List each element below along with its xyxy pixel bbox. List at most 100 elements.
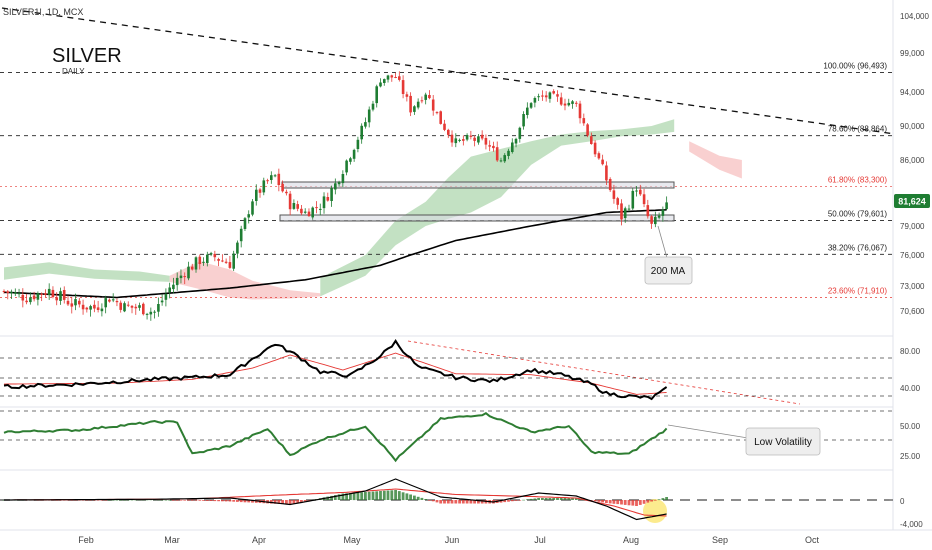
vol-axis[interactable]: 50.00 25.00: [900, 422, 921, 461]
macd-hist-bar: [571, 498, 574, 500]
macd-hist-bar: [367, 491, 371, 501]
candle-body: [292, 203, 296, 209]
candle-body: [559, 97, 563, 105]
macd-hist-bar: [556, 498, 559, 500]
candle-body: [243, 218, 247, 229]
candle-body: [635, 190, 638, 192]
macd-hist-bar: [89, 500, 92, 501]
candle-body: [593, 142, 597, 155]
macd-hist-bar: [510, 500, 514, 502]
macd-hist-bar: [224, 500, 228, 502]
macd-hist-bar: [364, 492, 367, 500]
fib-label: 78.60% (88,864): [828, 125, 887, 134]
macd-hist-bar: [292, 500, 296, 504]
macd-hist-bar: [589, 500, 593, 501]
candle-body: [296, 204, 299, 209]
macd-hist-bar: [450, 500, 454, 504]
candle-body: [251, 201, 254, 215]
candle-body: [330, 188, 333, 201]
macd-hist-bar: [469, 500, 473, 504]
candle-body: [465, 135, 469, 140]
macd-hist-bar: [213, 500, 217, 502]
macd-hist-bar: [360, 492, 364, 501]
macd-hist-bar: [397, 491, 401, 500]
candle-body: [168, 287, 171, 293]
candle-body: [601, 159, 604, 165]
symbol-line: SILVER1!, 1D, MCX: [3, 7, 83, 17]
price-tick-label: 79,000: [900, 222, 925, 231]
candle-body: [375, 86, 378, 104]
candle-body: [605, 165, 608, 181]
candle-body: [36, 293, 40, 300]
macd-hist-bar: [221, 500, 224, 502]
candle-body: [620, 203, 623, 220]
candle-body: [642, 194, 646, 205]
candle-body: [44, 293, 47, 295]
macd-axis[interactable]: 0 -4,000: [900, 497, 923, 529]
candle-body: [10, 292, 13, 294]
time-axis[interactable]: Feb Mar Apr May Jun Jul Aug Sep Oct: [78, 535, 819, 545]
rsi-tick-80: 80.00: [900, 347, 921, 356]
candle-body: [586, 124, 589, 136]
candle-body: [115, 301, 119, 303]
price-tick-label: 86,000: [900, 156, 925, 165]
fib-levels: 100.00% (96,493) 78.60% (88,864) 61.80% (8…: [0, 62, 893, 298]
macd-tick-0: 0: [900, 497, 905, 506]
rsi-axis[interactable]: 80.00 40.00: [900, 347, 921, 393]
time-label-jun: Jun: [445, 535, 460, 545]
candle-body: [495, 147, 499, 161]
macd-hist-bar: [168, 500, 172, 501]
macd-hist-bar: [616, 500, 620, 505]
ma-callout-box: [644, 256, 693, 285]
macd-hist-bar: [172, 500, 175, 501]
candle-body: [303, 211, 307, 213]
price-axis[interactable]: 104,00099,00094,00090,00086,00082,00079,…: [900, 12, 929, 316]
candle-body: [639, 189, 642, 195]
candle-body: [345, 160, 348, 173]
candle-body: [443, 123, 446, 130]
macd-hist-bar: [480, 500, 484, 504]
macd-hist-bar: [341, 493, 345, 500]
candle-body: [255, 189, 258, 201]
candle-body: [319, 208, 322, 210]
candle-body: [198, 256, 202, 264]
macd-hist-bar: [126, 499, 130, 501]
candle-body: [311, 207, 314, 218]
macd-hist-bar: [108, 500, 111, 501]
candle-body: [608, 179, 612, 191]
candle-body: [149, 311, 153, 315]
macd-hist-bar: [653, 500, 657, 501]
macd-hist-bar: [405, 493, 409, 500]
macd-hist-bar: [522, 499, 525, 501]
macd-hist-bar: [646, 500, 650, 503]
candle-body: [66, 300, 70, 305]
candle-body: [153, 311, 156, 313]
macd-hist-bar: [541, 498, 544, 500]
fib-label: 100.00% (96,493): [823, 62, 887, 71]
macd-hist-bar: [477, 500, 480, 504]
candle-body: [202, 261, 205, 263]
time-label-aug: Aug: [623, 535, 639, 545]
time-label-oct: Oct: [805, 535, 820, 545]
macd-hist-bar: [138, 499, 141, 501]
current-price-badge-bg: [894, 194, 930, 208]
rsi-signal-line: [3, 352, 667, 395]
macd-hist-bar: [198, 500, 202, 501]
candle-body: [322, 196, 326, 209]
vol-tick-25: 25.00: [900, 452, 921, 461]
macd-hist-bar: [514, 500, 518, 501]
candle-body: [386, 75, 390, 80]
candle-body: [650, 216, 653, 224]
candle-body: [665, 202, 668, 210]
candle-body: [126, 304, 130, 306]
volatility-line: [3, 411, 668, 463]
candle-body: [552, 91, 555, 94]
candle-body: [187, 266, 190, 279]
macd-hist-bar: [574, 498, 578, 500]
price-tick-label: 76,000: [900, 251, 925, 260]
candle-body: [439, 111, 442, 124]
macd-hist-bar: [627, 500, 631, 506]
candle-body: [334, 183, 337, 190]
macd-hist-bar: [243, 500, 247, 503]
